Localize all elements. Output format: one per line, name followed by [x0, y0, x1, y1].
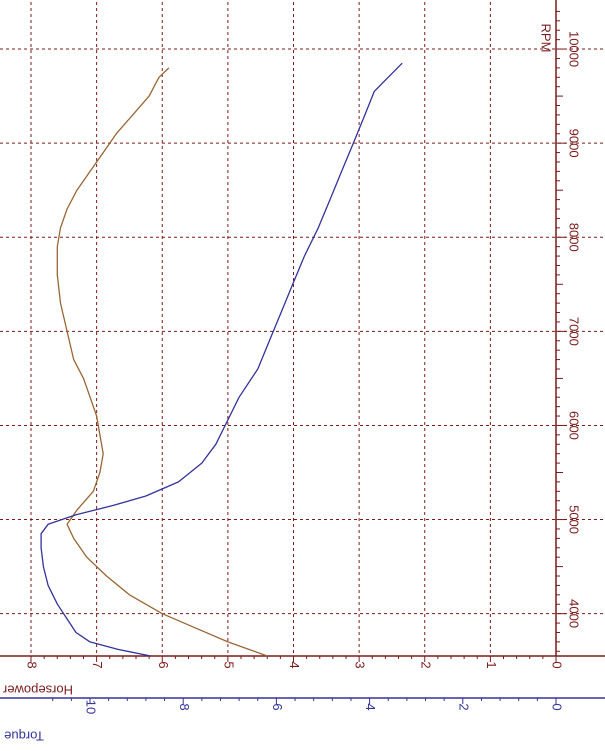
- torque-tick-label-6: 6: [270, 703, 285, 710]
- hp-tick-label-2: 2: [418, 661, 433, 668]
- rpm-tick-label-7000: 7000: [567, 317, 582, 346]
- torque-series-line: [40, 62, 403, 657]
- rpm-tick-label-8000: 8000: [567, 223, 582, 252]
- hp-tick-label-7: 7: [90, 661, 105, 668]
- rpm-axis-title: RPM: [539, 24, 554, 53]
- hp-tick-label-3: 3: [353, 661, 368, 668]
- hp-tick-label-8: 8: [25, 661, 40, 668]
- torque-tick-label-2: 2: [456, 703, 471, 710]
- torque-tick-label-0: 0: [550, 703, 565, 710]
- hp-tick-label-4: 4: [287, 661, 302, 668]
- hp-tick-label-1: 1: [484, 661, 499, 668]
- hp-tick-label-0: 0: [550, 661, 565, 668]
- torque-axis-title: Torque: [4, 729, 44, 744]
- rpm-tick-label-10000: 10000: [567, 31, 582, 67]
- rpm-tick-label-9000: 9000: [567, 129, 582, 158]
- hp-tick-label-5: 5: [221, 661, 236, 668]
- rpm-tick-label-5000: 5000: [567, 505, 582, 534]
- rpm-tick-label-4000: 4000: [567, 599, 582, 628]
- hp-tick-label-6: 6: [156, 661, 171, 668]
- grid-lines: [0, 2, 605, 656]
- rpm-tick-label-6000: 6000: [567, 411, 582, 440]
- torque-tick-label-8: 8: [177, 703, 192, 710]
- series-lines: [40, 62, 403, 657]
- axis-labels: 4000 5000 6000 7000 8000 9000 10000 0 1 2 3 4 5 6 7 8 0 2…: [25, 31, 582, 714]
- horsepower-series-line: [56, 67, 268, 657]
- torque-tick-label-10: 10: [84, 700, 99, 714]
- torque-tick-label-4: 4: [363, 703, 378, 710]
- axes: [0, 0, 605, 704]
- horsepower-axis-title: Horsepower: [2, 683, 73, 698]
